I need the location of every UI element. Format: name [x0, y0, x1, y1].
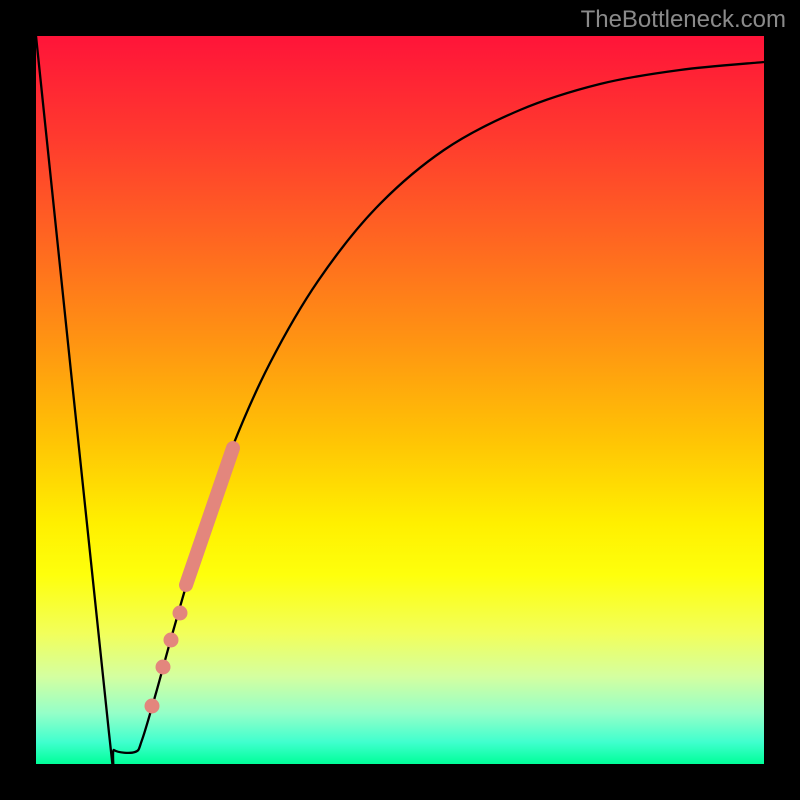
chart-svg: [0, 0, 800, 800]
marker-dot: [156, 660, 171, 675]
chart-plot-area: [36, 36, 764, 764]
marker-dot: [173, 606, 188, 621]
marker-dot: [164, 633, 179, 648]
marker-dot: [145, 699, 160, 714]
watermark-text: TheBottleneck.com: [581, 6, 786, 34]
chart-container: [0, 0, 800, 800]
